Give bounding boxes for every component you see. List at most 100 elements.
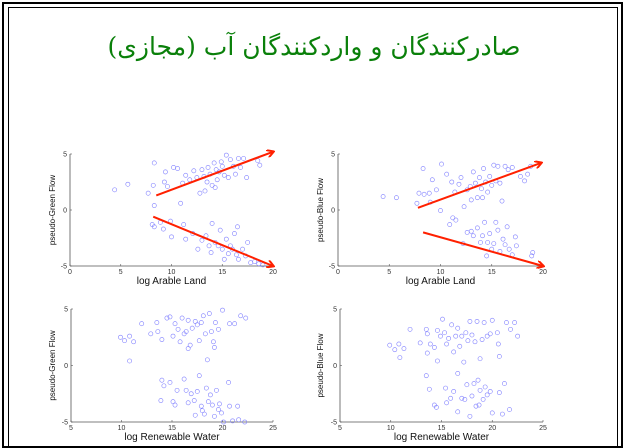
data-point <box>159 377 165 383</box>
data-point <box>494 330 500 336</box>
data-point <box>243 315 249 321</box>
data-point <box>416 190 422 196</box>
x-tick-label: 5 <box>387 269 391 276</box>
data-point <box>451 389 457 394</box>
data-point <box>202 188 208 194</box>
data-point <box>151 160 157 166</box>
x-tick-label: 15 <box>488 269 496 276</box>
data-point <box>453 333 459 339</box>
x-tick-label: 20 <box>269 269 277 276</box>
y-axis-label: pseudo-Blue Flow <box>316 178 325 242</box>
data-point <box>195 246 201 252</box>
data-point <box>394 195 399 201</box>
data-point <box>217 401 222 407</box>
data-point <box>211 339 216 345</box>
data-point <box>207 392 213 398</box>
data-point <box>499 198 505 204</box>
data-point <box>472 339 478 345</box>
x-tick-label: 15 <box>218 269 226 276</box>
data-point <box>178 200 184 206</box>
data-point <box>214 387 219 393</box>
data-point <box>209 221 215 226</box>
data-point <box>240 246 245 252</box>
data-point <box>217 227 223 233</box>
x-axis-label: log Arable Land <box>137 276 207 287</box>
data-point <box>482 219 487 225</box>
data-point <box>467 413 473 419</box>
data-point <box>219 163 225 169</box>
data-point <box>235 403 241 409</box>
data-point <box>442 330 447 336</box>
data-point <box>212 185 218 190</box>
data-point <box>431 345 437 350</box>
slide-title: صادرکنندگان و واردکنندگان آب (مجازی) <box>107 32 521 61</box>
data-point <box>183 329 189 334</box>
data-point <box>170 333 176 339</box>
data-point <box>174 387 180 393</box>
data-point <box>502 242 508 248</box>
data-point <box>444 341 449 347</box>
data-point <box>234 252 239 258</box>
trend-arrow <box>152 215 273 266</box>
data-point <box>438 208 443 213</box>
data-point <box>481 320 487 325</box>
data-point <box>236 256 241 262</box>
data-point <box>223 236 229 242</box>
data-point <box>467 319 473 324</box>
x-tick-label: 10 <box>387 425 395 432</box>
data-point <box>484 333 490 339</box>
data-point <box>175 166 180 171</box>
data-point <box>481 166 486 171</box>
data-point <box>504 320 509 325</box>
data-point <box>214 177 220 183</box>
data-point <box>161 383 167 389</box>
data-point <box>198 320 204 325</box>
data-point <box>473 403 479 409</box>
data-point <box>226 380 231 385</box>
y-tick-label: 5 <box>331 152 335 159</box>
data-point <box>485 240 491 245</box>
data-point <box>201 411 207 417</box>
data-point <box>426 386 432 392</box>
data-point <box>468 228 474 234</box>
data-point <box>148 331 154 337</box>
data-point <box>485 189 491 195</box>
data-point <box>161 179 167 185</box>
y-tick-label: 0 <box>331 208 335 215</box>
y-axis-label: pseudo-Green Flow <box>48 330 57 400</box>
data-point <box>484 253 490 259</box>
data-point <box>181 376 187 382</box>
data-point <box>518 173 523 179</box>
data-point <box>529 253 535 259</box>
data-point <box>429 177 435 183</box>
data-point <box>219 246 225 252</box>
data-point <box>477 356 483 362</box>
data-point <box>191 168 197 174</box>
data-point <box>478 240 483 245</box>
x-tick-label: 15 <box>168 425 176 432</box>
y-tick-label: 5 <box>64 307 68 314</box>
data-point <box>449 322 455 328</box>
y-tick-label: 5 <box>63 152 67 159</box>
data-point <box>199 237 205 243</box>
data-point <box>507 407 512 412</box>
data-point <box>427 341 433 347</box>
data-point <box>495 341 501 347</box>
data-point <box>158 398 164 403</box>
x-tick-label: 20 <box>539 269 547 276</box>
data-point <box>495 163 501 169</box>
data-point <box>227 403 232 409</box>
data-point <box>499 411 505 417</box>
data-point <box>444 171 450 177</box>
data-point <box>206 311 212 316</box>
data-point <box>218 159 224 165</box>
data-point <box>469 393 475 399</box>
data-point <box>479 337 485 342</box>
data-point <box>417 340 423 346</box>
x-tick-label: 20 <box>488 425 496 432</box>
data-point <box>476 402 482 408</box>
data-point <box>196 373 202 379</box>
data-point <box>477 387 483 393</box>
data-point <box>461 359 467 365</box>
data-point <box>434 404 439 410</box>
